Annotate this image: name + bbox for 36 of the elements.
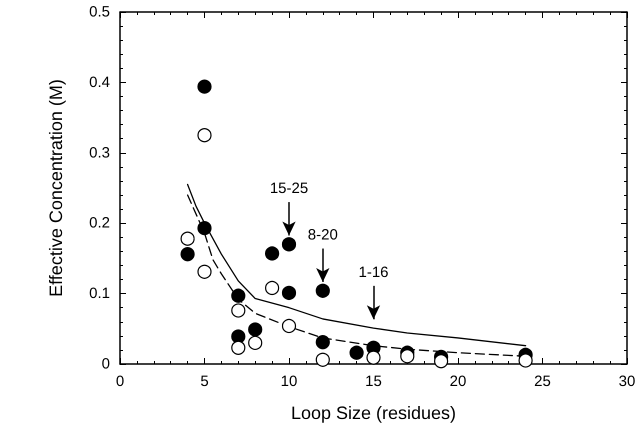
point bbox=[282, 286, 296, 300]
point bbox=[231, 329, 246, 344]
point bbox=[265, 246, 280, 261]
x-tick-label: 25 bbox=[534, 373, 551, 390]
y-tick-label: 0.1 bbox=[89, 285, 110, 302]
x-tick-label: 10 bbox=[280, 373, 298, 390]
x-axis-title: Loop Size (residues) bbox=[290, 403, 456, 423]
y-axis-title: Effective Concentration (M) bbox=[46, 79, 66, 297]
point bbox=[248, 322, 262, 337]
annotation: 1-16 bbox=[358, 264, 389, 281]
point bbox=[518, 353, 533, 368]
y-tick-label: 0 bbox=[102, 356, 110, 372]
point bbox=[434, 354, 448, 368]
y-tick-label: 0.4 bbox=[89, 74, 110, 91]
x-tick-label: 0 bbox=[116, 373, 124, 390]
y-tick-label: 0.2 bbox=[89, 214, 110, 232]
annotation: 8-20 bbox=[308, 226, 338, 244]
point bbox=[197, 221, 212, 236]
point bbox=[180, 247, 195, 262]
annotation: 15-25 bbox=[270, 180, 308, 198]
x-tick-label: 20 bbox=[450, 373, 466, 390]
point bbox=[316, 352, 330, 367]
x-tick-label: 30 bbox=[618, 373, 636, 390]
point bbox=[400, 349, 414, 364]
point bbox=[316, 335, 330, 350]
point bbox=[316, 284, 330, 298]
point bbox=[282, 318, 296, 334]
x-tick-label: 15 bbox=[365, 373, 382, 390]
x-tick-label: 5 bbox=[200, 373, 209, 390]
y-tick-label: 0.5 bbox=[89, 4, 110, 20]
point bbox=[366, 350, 381, 365]
point bbox=[231, 288, 246, 303]
point bbox=[350, 346, 364, 360]
point bbox=[282, 237, 296, 252]
point bbox=[197, 80, 212, 94]
y-tick-label: 0.3 bbox=[89, 144, 110, 162]
